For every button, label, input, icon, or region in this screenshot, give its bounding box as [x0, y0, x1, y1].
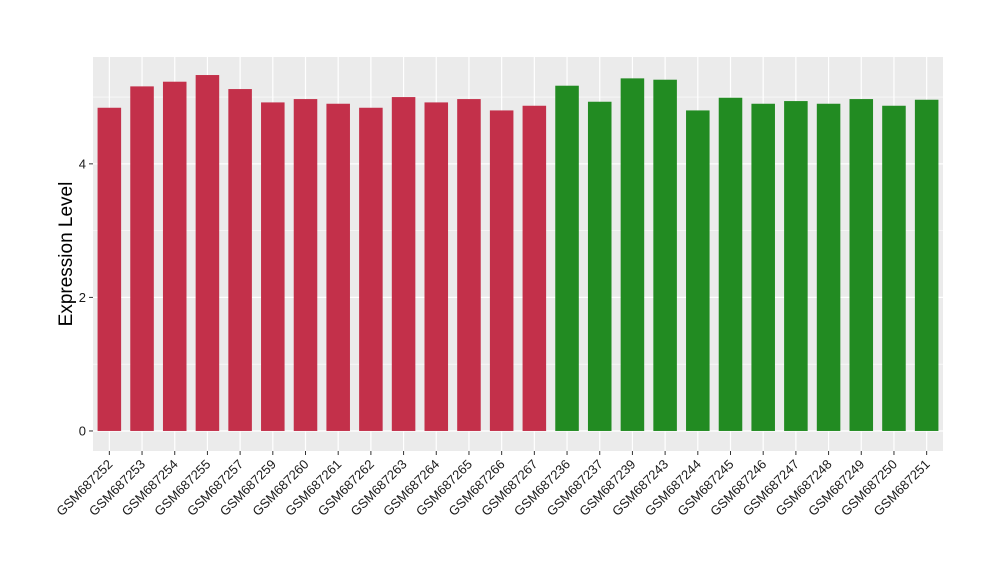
bar: [653, 79, 677, 431]
plot-panel: [93, 57, 943, 451]
bar: [391, 97, 416, 431]
bar: [97, 107, 122, 431]
y-tick-label: 0: [79, 423, 86, 438]
bar: [293, 99, 318, 431]
bar: [359, 107, 383, 431]
bar: [914, 99, 939, 431]
bar: [130, 86, 154, 431]
bar: [162, 81, 187, 431]
bar: [816, 103, 841, 431]
bar: [555, 85, 579, 431]
bar: [195, 75, 220, 431]
bar: [457, 99, 481, 431]
bars: [97, 75, 939, 431]
bar: [261, 102, 285, 431]
y-axis: 0 2 4: [79, 156, 93, 438]
bar: [882, 105, 906, 431]
bar: [228, 89, 252, 431]
bar: [849, 99, 874, 431]
y-tick-label: 2: [79, 290, 86, 305]
bar: [784, 101, 808, 431]
bar: [326, 103, 350, 431]
bar: [587, 101, 612, 431]
y-tick-label: 4: [79, 156, 86, 171]
bar: [489, 110, 514, 431]
bar: [751, 103, 775, 431]
bar: [620, 78, 645, 431]
x-axis: GSM687252GSM687253GSM687254GSM687255GSM6…: [53, 451, 933, 519]
bar: [522, 105, 547, 431]
bar: [718, 97, 743, 431]
bar: [424, 102, 449, 431]
bar: [686, 110, 710, 431]
y-axis-title: Expression Level: [56, 182, 77, 327]
